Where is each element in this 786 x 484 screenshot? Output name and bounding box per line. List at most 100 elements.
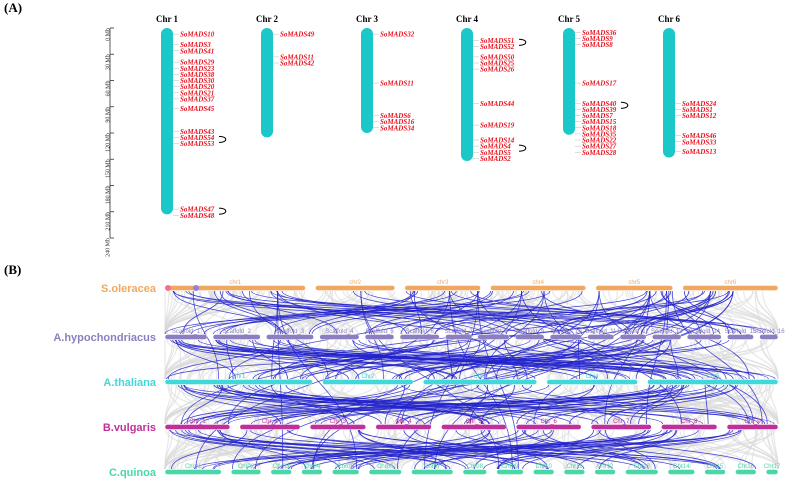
gene-label: SoMADS37 — [180, 95, 215, 103]
chromosome-segment — [411, 469, 454, 475]
synteny-link — [172, 384, 248, 425]
chromosome-segment — [549, 334, 582, 340]
synteny-link — [755, 290, 779, 335]
segment-label: Chr4 — [586, 374, 600, 380]
species-track-2: A.thaliana Chr1 Chr2 Chr3 Chr4 Chr5 — [103, 374, 779, 389]
synteny-link — [533, 290, 711, 425]
gene-label: SoMADS51 — [480, 37, 514, 45]
gene-label: SoMADS20 — [180, 83, 215, 91]
segment-label: Chr16 — [738, 464, 755, 470]
synteny-link — [181, 384, 319, 425]
chromosome-segment — [546, 379, 638, 385]
gene-label: SoMADS17 — [582, 80, 617, 88]
segment-label: Scaffold_5 — [365, 329, 394, 335]
synteny-plot: S.oleracea chr1 chr2 chr3 chr4 chr5 chr6 A.hypo… — [53, 280, 785, 479]
synteny-link — [358, 429, 447, 470]
synteny-link — [396, 290, 711, 425]
synteny-link — [637, 290, 717, 335]
chromosome-segment — [661, 424, 718, 430]
chromosome-segment — [266, 334, 314, 340]
synteny-link — [203, 290, 353, 335]
chromosome-segment — [735, 469, 757, 475]
chromosome-segment — [647, 379, 779, 385]
synteny-link — [172, 290, 595, 335]
segment-label: Chr5 — [706, 374, 720, 380]
segment-label: Scaffold_13 — [651, 329, 683, 335]
synteny-link — [185, 290, 677, 335]
chromosome-segment — [595, 285, 673, 291]
chromosome-segment — [423, 379, 537, 385]
synteny-link — [757, 384, 768, 425]
synteny-link — [608, 339, 750, 380]
species-track-4: C.quinoa Chr01 Chr02 Chr03 Chr04 Chr05 Chr06 Ch… — [109, 464, 781, 479]
gene-label: SoMADS24 — [682, 100, 717, 108]
segment-label: chr4 — [532, 280, 544, 286]
segment-label: Chr10 — [536, 464, 553, 470]
segment-label: Chr_9 — [744, 419, 761, 425]
synteny-link — [230, 339, 691, 380]
synteny-link — [666, 290, 701, 335]
gene-label: SoMADS13 — [682, 148, 717, 156]
chromosome-segment — [686, 334, 722, 340]
synteny-link — [480, 384, 717, 425]
gene-label: SoMADS50 — [480, 53, 515, 61]
synteny-link — [543, 290, 682, 425]
chromosome-segment — [399, 334, 440, 340]
gene-label: SoMADS21 — [180, 89, 214, 97]
gene-label: SoMADS3 — [180, 41, 211, 49]
gene-label: SoMADS49 — [280, 31, 315, 39]
synteny-link — [521, 429, 721, 470]
synteny-link — [342, 290, 482, 335]
synteny-link — [478, 384, 608, 425]
synteny-link — [450, 290, 742, 335]
synteny-link — [412, 290, 531, 335]
synteny-link — [188, 429, 467, 470]
synteny-link — [589, 339, 631, 380]
segment-label: Chr03 — [273, 464, 290, 470]
synteny-link — [704, 384, 709, 425]
chromosome-segment — [375, 424, 432, 430]
segment-label: chr5 — [628, 280, 640, 286]
chromosome-1: Chr 1SoMADS10SoMADS3SoMADS41SoMADS29SoMA… — [156, 14, 215, 220]
ruler-tick-label: 120 Mb — [105, 133, 111, 152]
synteny-link — [301, 290, 311, 335]
synteny-link — [769, 384, 779, 425]
chromosome-segment — [619, 334, 647, 340]
synteny-link — [332, 290, 463, 335]
synteny-link — [729, 429, 779, 470]
synteny-link — [513, 339, 665, 380]
synteny-link — [282, 290, 332, 335]
chromosome-bar — [663, 28, 675, 158]
chromosome-segment — [515, 334, 545, 340]
chromosome-segment — [590, 424, 652, 430]
ruler-tick-label: 60 Mb — [105, 81, 111, 97]
synteny-link — [667, 384, 741, 425]
synteny-link — [604, 290, 651, 425]
synteny-link — [601, 384, 738, 425]
synteny-link — [442, 384, 574, 425]
chromosome-segment — [301, 469, 323, 475]
synteny-link — [401, 290, 600, 425]
segment-label: Scaffold_1 — [172, 329, 201, 335]
synteny-link — [167, 339, 281, 380]
synteny-link — [476, 384, 626, 425]
chromosome-segment — [533, 469, 555, 475]
synteny-link — [745, 339, 779, 380]
gene-label: SoMADS5 — [480, 149, 511, 157]
synteny-link — [632, 290, 731, 335]
synteny-link — [249, 339, 747, 380]
synteny-link — [246, 429, 672, 470]
chromosome-segment — [164, 424, 231, 430]
synteny-link — [525, 384, 599, 425]
chromosome-segment — [667, 469, 695, 475]
duplication-bracket — [218, 207, 227, 215]
chromosome-segment — [164, 469, 222, 475]
synteny-link — [226, 339, 234, 380]
chromosome-segment — [587, 334, 615, 340]
chromosome-segment — [477, 334, 510, 340]
ortholog-links — [164, 290, 776, 470]
synteny-link — [405, 339, 408, 380]
chromosome-segment — [164, 379, 313, 385]
synteny-link — [175, 339, 237, 380]
